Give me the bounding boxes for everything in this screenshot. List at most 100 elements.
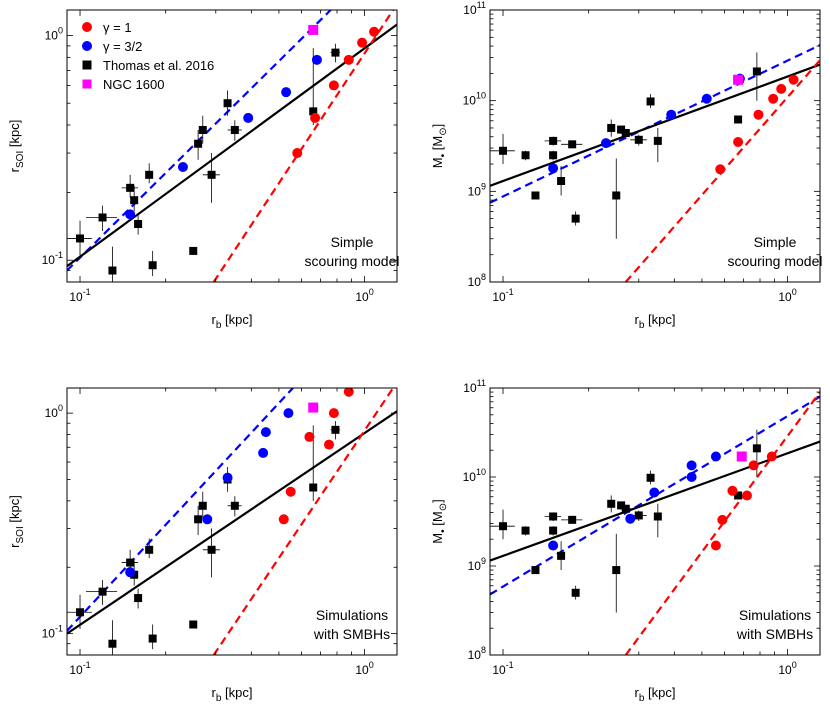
thomas-marker [230,125,239,134]
thomas-marker [148,261,157,270]
thomas-marker [549,512,558,521]
thomas-marker [189,620,198,629]
y-axis-label: rSOI [kpc] [7,120,26,173]
thomas-point [612,158,621,239]
plot-area [490,44,820,282]
thomas-marker [499,522,508,531]
fit-line-thomas [490,440,820,562]
thomas-marker [653,512,662,521]
gamma1-point [788,74,799,85]
fit-line-thomas [67,410,397,635]
thomas-marker [646,97,655,106]
annotation-line-1: Simple [754,234,797,250]
thomas-point [734,115,743,124]
legend-marker [82,22,92,32]
gamma1-point [717,514,728,525]
fit-line-gamma1 [212,388,395,655]
y-tick-label: 109 [468,181,486,198]
thomas-point [145,163,154,184]
x-axis-label: rb [kpc] [212,685,253,704]
gamma1-point [304,431,315,442]
thomas-marker [499,146,508,155]
gamma32-point [311,54,322,65]
thomas-point [490,133,515,165]
thomas-marker [549,136,558,145]
y-tick-label: 1010 [463,467,486,484]
gamma1-point [727,485,738,496]
panels: 10-1 100 10-1 100 rb [kpc] rSOI [kpc] Simple sc… [7,0,822,704]
legend-marker [82,41,92,51]
gamma32-point [548,540,559,551]
y-tick-label: 108 [468,272,486,289]
thomas-marker [634,135,643,144]
gamma1-point [369,26,380,37]
gamma32-point [548,163,559,174]
thomas-point [145,538,154,559]
thomas-point [227,120,242,141]
axes-frame [489,9,821,283]
thomas-point [148,624,157,650]
thomas-marker [223,99,232,108]
thomas-point [646,470,655,485]
thomas-marker [607,123,616,132]
gamma32-point [649,487,660,498]
gamma1-point [766,451,777,462]
thomas-marker [734,115,743,124]
thomas-marker [331,425,340,434]
thomas-marker [568,515,577,524]
thomas-marker [98,213,107,222]
thomas-point [86,205,118,231]
thomas-marker [752,444,761,453]
y-tick-label: 109 [468,556,486,573]
thomas-marker [752,67,761,76]
ngc1600-point [308,402,319,413]
y-tick-label: 10-1 [42,624,63,641]
x-axis-label: rb [kpc] [635,312,676,331]
thomas-point [86,580,118,605]
thomas-point [646,94,655,109]
gamma32-point [125,567,136,578]
gamma1-point [292,148,303,159]
thomas-marker [76,234,85,243]
gamma32-point [202,514,213,525]
ngc1600-point [736,451,747,462]
annotation-line-1: Simulations [316,607,388,623]
thomas-point [607,495,616,513]
gamma1-point [343,54,354,65]
ngc1600-point [733,74,744,85]
annotation-line-2: scouring model [728,253,823,269]
fit-line-gamma1 [212,10,395,282]
thomas-point [108,620,117,655]
thomas-point [531,566,540,575]
gamma1-point [328,80,339,91]
ngc1600-point [308,24,319,35]
legend-label: Thomas et al. 2016 [103,58,214,73]
annotation-line-1: Simple [331,234,374,250]
thomas-point [148,250,157,277]
fit-line-thomas [490,63,820,187]
x-tick-label: 100 [355,287,373,304]
thomas-point [561,515,583,524]
gamma32-point [260,427,271,438]
thomas-marker [557,177,566,186]
thomas-point [557,541,566,571]
thomas-point [67,594,92,629]
x-tick-label: 100 [355,660,373,677]
plot-area [67,388,397,655]
thomas-marker [198,501,207,510]
gamma1-point [753,109,764,120]
thomas-point [557,166,566,196]
thomas-point [618,128,633,137]
thomas-point [130,185,139,212]
thomas-marker [148,634,157,643]
thomas-marker [145,170,154,179]
gamma32-point [281,87,292,98]
thomas-marker [126,183,135,192]
thomas-point [121,174,139,198]
gamma32-point [666,109,677,120]
gamma32-point [258,447,269,458]
gamma1-point [310,112,321,123]
y-axis-label-group: M• [M⊙] [430,124,449,168]
gamma1-point [748,460,759,471]
gamma32-point [125,209,136,220]
